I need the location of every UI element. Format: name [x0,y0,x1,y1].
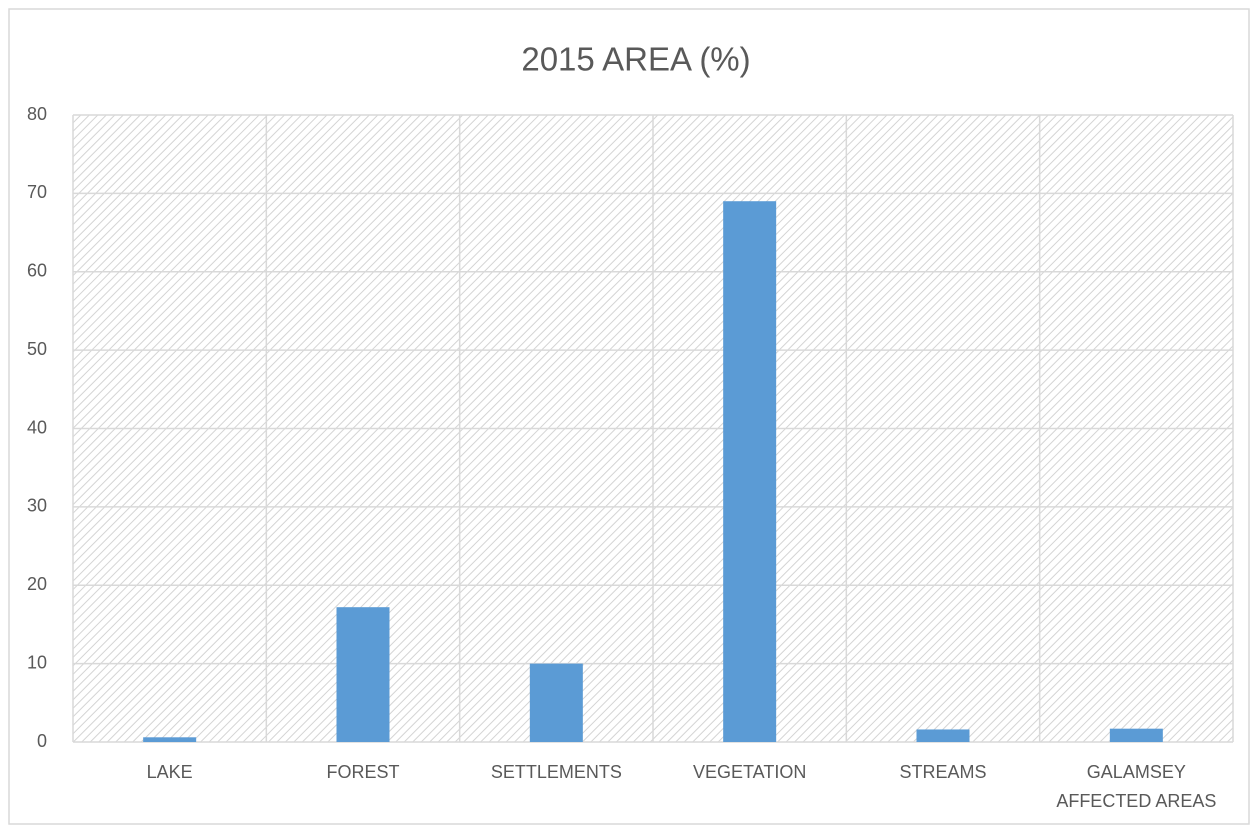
y-tick-label: 0 [37,731,47,751]
x-tick-label: LAKE [147,762,193,782]
y-tick-label: 60 [27,261,47,281]
x-tick-label: VEGETATION [693,762,806,782]
y-tick-label: 10 [27,652,47,672]
y-tick-label: 20 [27,574,47,594]
bar [529,663,583,742]
y-tick-label: 70 [27,182,47,202]
x-tick-label: STREAMS [899,762,986,782]
y-tick-label: 80 [27,104,47,124]
x-tick-label: FOREST [326,762,399,782]
y-tick-label: 30 [27,496,47,516]
bar [1109,728,1163,742]
chart-title: 2015 AREA (%) [521,41,750,78]
x-tick-label: SETTLEMENTS [491,762,622,782]
bar [336,607,390,742]
bar [916,729,970,742]
x-tick-label: GALAMSEY AFFECTED AREAS [1056,762,1216,811]
y-tick-label: 50 [27,339,47,359]
y-tick-label: 40 [27,417,47,437]
bar [143,737,197,742]
bar [723,201,777,742]
